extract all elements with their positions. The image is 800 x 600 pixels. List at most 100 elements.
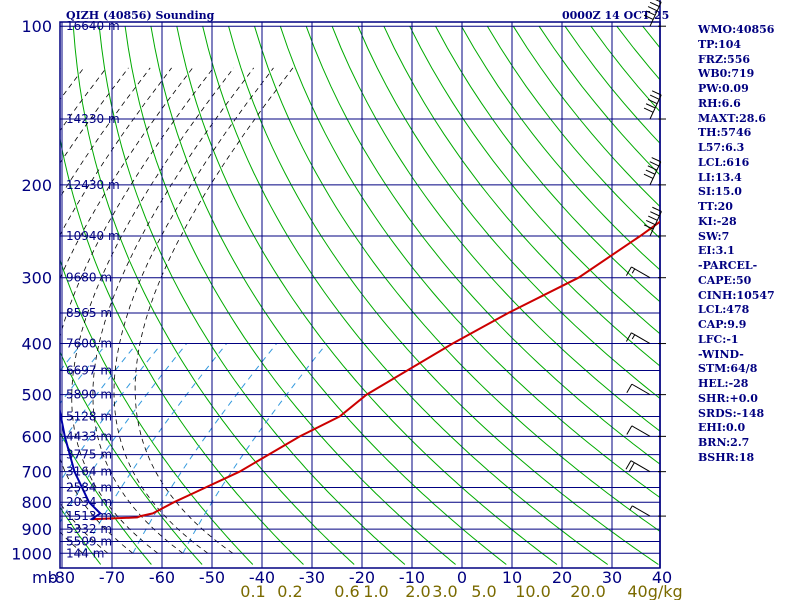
moist-adiabat	[0, 68, 14, 553]
wind-barb-feather	[647, 165, 658, 171]
pressure-tick-label: 800	[21, 493, 52, 512]
mixing-ratio-label: 10.0	[515, 582, 551, 600]
wind-barb-feather	[628, 462, 635, 472]
height-label: 5332 m	[66, 522, 112, 536]
dry-adiabat	[254, 26, 660, 532]
dry-adiabat	[98, 26, 406, 565]
temperature-tick-label: -10	[399, 568, 425, 587]
height-label: 16640 m	[66, 19, 120, 33]
wind-barb-feather	[652, 206, 662, 212]
temperature-trace	[91, 220, 660, 521]
wind-barb-staff	[649, 94, 662, 120]
dry-adiabat	[60, 350, 203, 565]
pressure-axis-label: mb	[32, 568, 58, 587]
height-label: 3164 m	[66, 465, 112, 479]
pressure-tick-label: 500	[21, 386, 52, 405]
wind-barb-feather	[651, 157, 661, 163]
moist-adiabat	[134, 67, 294, 554]
wind-barb	[626, 425, 666, 437]
chart-title: QIZH (40856) Sounding	[66, 9, 215, 22]
mixing-ratio-label: 3.0	[432, 582, 457, 600]
wind-barb-feather	[643, 173, 654, 179]
index-item: TP:104	[698, 37, 742, 51]
mixing-ratio-label: 5.0	[471, 582, 496, 600]
index-item: SRDS:-148	[698, 406, 765, 420]
index-item: CAP:9.9	[698, 318, 747, 331]
height-label: 5509 m	[66, 535, 112, 549]
wind-barb-feather	[655, 0, 662, 3]
sounding-datetime: 0000Z 14 OCT 25	[562, 9, 670, 22]
index-item: -WIND-	[698, 347, 744, 361]
pressure-tick-label: 600	[21, 427, 52, 446]
temperature-tick-label: 40	[652, 568, 672, 587]
index-item: CINH:10547	[698, 288, 775, 302]
wind-barb-feather	[643, 224, 654, 230]
wind-barb-feather	[650, 211, 660, 217]
wind-barb-feather	[631, 334, 636, 340]
height-label: 5128 m	[66, 409, 112, 423]
height-label: 6697 m	[66, 364, 112, 378]
wind-barb-feather	[648, 215, 658, 221]
height-label: 1513 m	[66, 509, 112, 523]
temperature-tick-label: 20	[552, 568, 572, 587]
dry-adiabat	[72, 26, 355, 565]
index-item: LI:13.4	[698, 170, 742, 184]
dry-adiabat	[357, 25, 660, 400]
dry-adiabat	[202, 26, 608, 565]
dry-adiabat	[228, 26, 659, 565]
index-item: PW:0.09	[698, 82, 749, 95]
wind-barb	[643, 157, 666, 186]
dry-adiabat	[383, 25, 660, 367]
height-label: 4433 m	[66, 429, 112, 443]
temperature-tick-label: -80	[49, 568, 75, 587]
wind-barb-feather	[649, 161, 660, 167]
index-item: MAXT:28.6	[698, 111, 766, 125]
temperature-tick-label: -70	[99, 568, 125, 587]
dry-adiabat	[0, 26, 50, 564]
wind-barb-feather	[647, 6, 658, 12]
dry-adiabat	[60, 136, 304, 565]
index-item: LFC:-1	[698, 332, 739, 346]
index-item: CAPE:50	[698, 273, 752, 287]
wind-barb	[643, 90, 666, 120]
index-item: SHR:+0.0	[698, 391, 758, 405]
height-label: 14230 m	[66, 112, 120, 126]
dry-adiabat	[150, 26, 507, 565]
index-item: HEL:-28	[698, 377, 749, 390]
wind-barb-staff	[649, 211, 662, 237]
mixing-ratio-line	[0, 344, 2, 554]
wind-barb-feather	[645, 10, 656, 16]
index-item: EI:3.1	[698, 244, 735, 258]
temperature-tick-label: -60	[149, 568, 175, 587]
moist-adiabat	[60, 67, 214, 554]
wind-barb	[625, 266, 666, 279]
wind-barb	[643, 206, 666, 237]
wind-barb-feather	[629, 505, 633, 511]
index-item: -PARCEL-	[698, 259, 758, 272]
temperature-tick-label: -40	[249, 568, 275, 587]
index-item: SI:15.0	[698, 185, 742, 199]
sounding-traces	[60, 220, 660, 521]
temperature-tick-label: -50	[199, 568, 225, 587]
dry-adiabat	[409, 25, 660, 335]
moist-adiabat	[71, 67, 235, 554]
temperature-tick-label: 10	[502, 568, 522, 587]
wind-barb-feather	[626, 425, 633, 435]
dry-adiabat	[279, 26, 660, 499]
wind-barb	[626, 383, 666, 396]
wind-barb-staff	[631, 383, 651, 396]
wind-barb-staff	[649, 161, 662, 186]
wind-barb	[629, 505, 666, 517]
index-item: LCL:616	[698, 155, 750, 169]
wind-barb-staff	[631, 505, 651, 517]
index-item: SW:7	[698, 229, 730, 243]
pressure-tick-label: 100	[21, 17, 52, 36]
index-item: BRN:2.7	[698, 436, 750, 449]
wind-barb-staff	[630, 460, 651, 473]
wind-barb-feather	[647, 98, 658, 105]
wind-barb-feather	[651, 90, 662, 96]
moist-adiabat	[113, 67, 274, 554]
index-item: WB0:719	[698, 67, 755, 81]
